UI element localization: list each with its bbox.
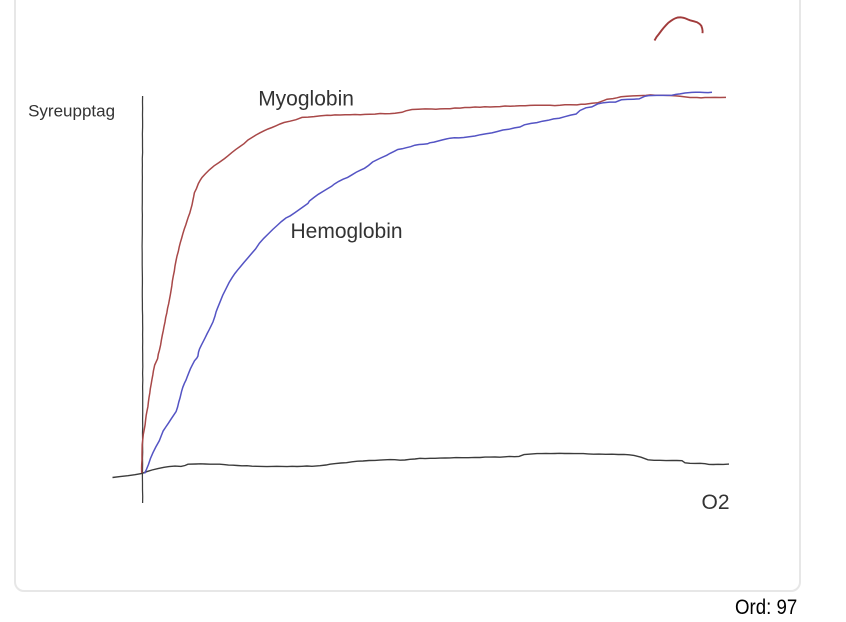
svg-text:Syreupptag: Syreupptag <box>28 102 115 121</box>
svg-text:Myoglobin: Myoglobin <box>258 87 354 110</box>
svg-text:O2: O2 <box>702 491 730 514</box>
svg-text:Hemoglobin: Hemoglobin <box>291 220 403 243</box>
